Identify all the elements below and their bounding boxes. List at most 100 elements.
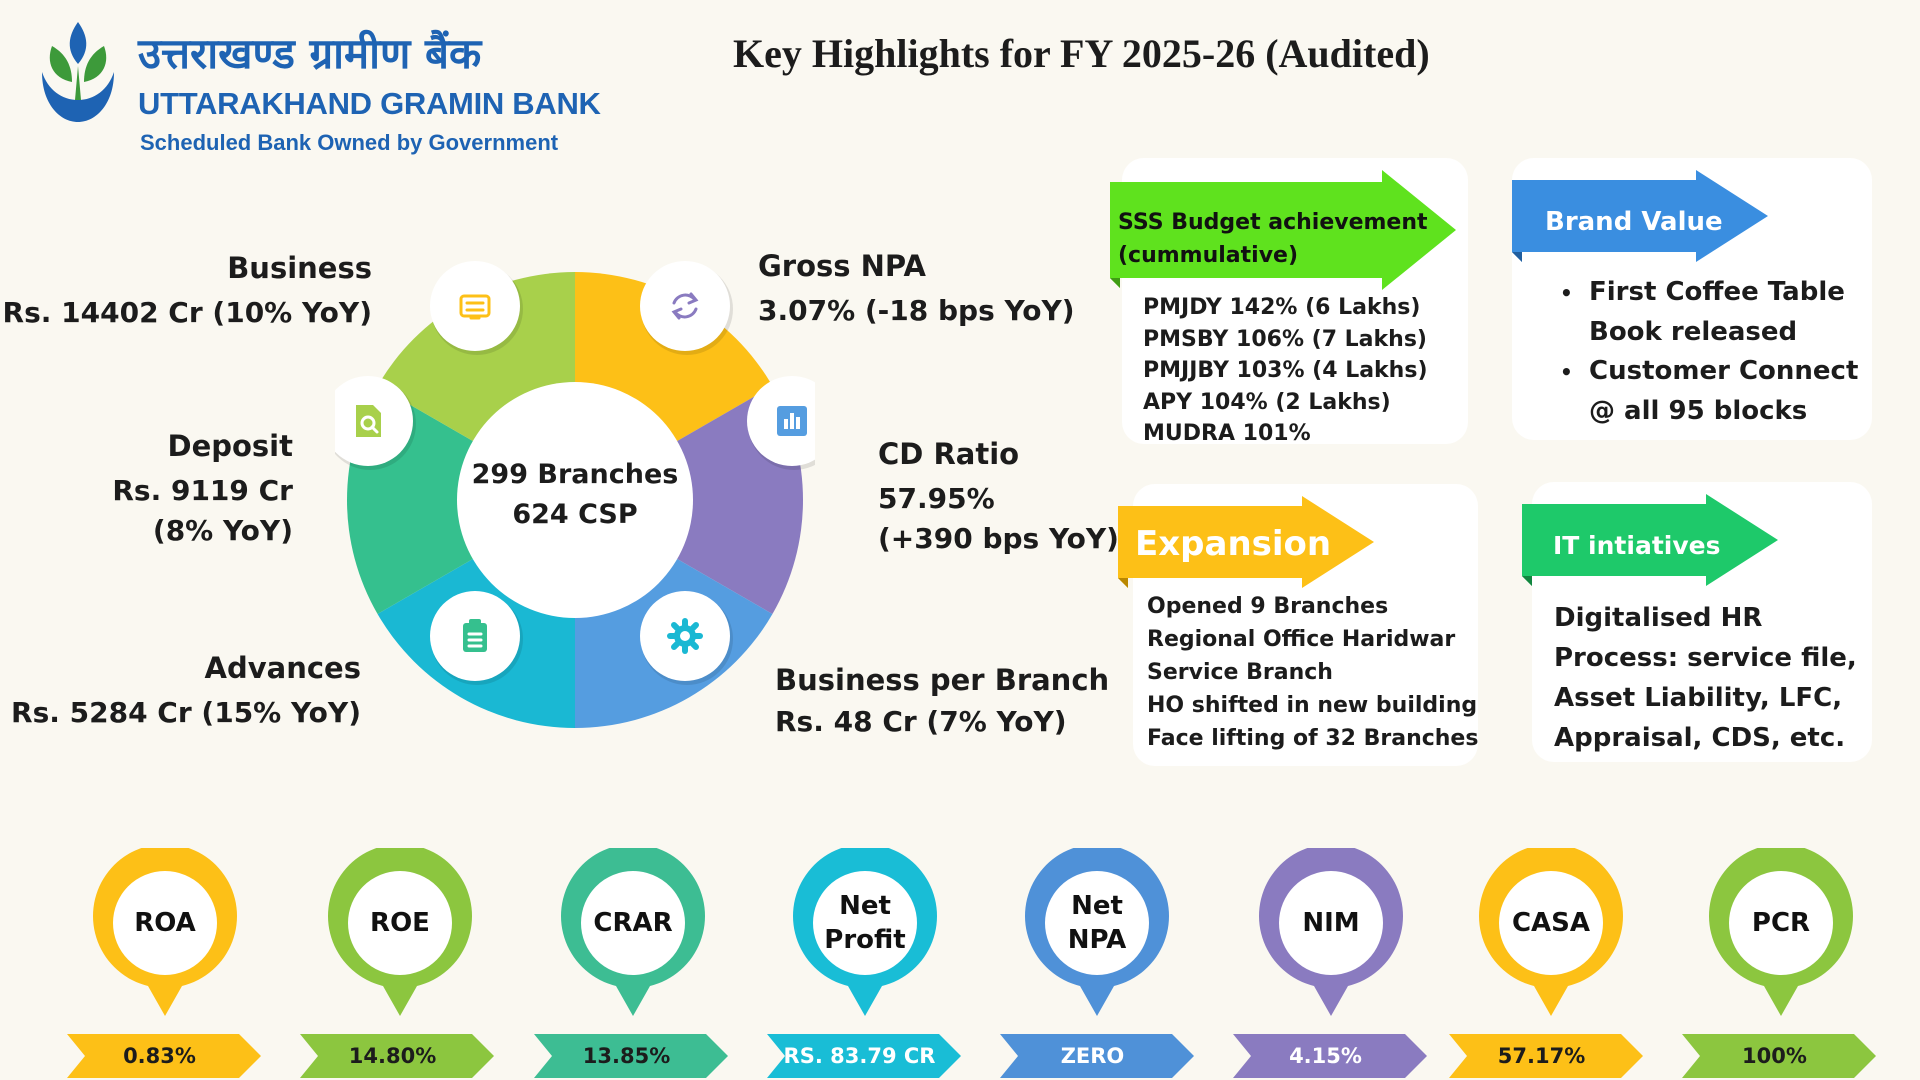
sss-banner-line1: SSS Budget achievement — [1118, 210, 1428, 235]
gross-npa-value: 3.07% (-18 bps YoY) — [758, 294, 1075, 327]
bank-name-hindi: उत्तराखण्ड ग्रामीण बैंक — [138, 29, 482, 78]
expansion-item: Face lifting of 32 Branches — [1147, 726, 1479, 751]
kpi-ribbon-net-npa: ZERO — [1000, 1034, 1196, 1078]
brand-bullet: • First Coffee Table — [1560, 277, 1845, 307]
business-per-branch-label: Business per Branch Rs. 48 Cr (7% YoY) — [775, 660, 1109, 742]
highlights-donut — [335, 261, 815, 728]
document-list-icon — [430, 261, 523, 355]
sss-banner-line2: (cummulative) — [1118, 243, 1299, 268]
expansion-item: Opened 9 Branches — [1147, 594, 1389, 619]
file-search-icon — [335, 376, 416, 470]
kpi-pin-roe: ROE — [325, 848, 475, 1018]
expansion-items: Opened 9 Branches Regional Office Haridw… — [1147, 590, 1478, 755]
kpi-value: 4.15% — [1289, 1044, 1362, 1068]
gross-npa-label: Gross NPA 3.07% (-18 bps YoY) — [758, 246, 1075, 331]
cd-ratio-change: (+390 bps YoY) — [878, 522, 1119, 555]
business-per-branch-value: Rs. 48 Cr (7% YoY) — [775, 705, 1067, 738]
kpi-value: 100% — [1742, 1044, 1807, 1068]
kpi-pin-roa: ROA — [90, 848, 240, 1018]
deposit-change: (8% YoY) — [152, 514, 293, 547]
it-banner: IT intiatives — [1553, 531, 1721, 560]
kpi-ribbon-nim: 4.15% — [1233, 1034, 1429, 1078]
donut-icons — [335, 261, 815, 685]
expansion-item: HO shifted in new building — [1147, 693, 1478, 718]
business-label: Business Rs. 14402 Cr (10% YoY) — [3, 248, 372, 333]
expansion-item: Service Branch — [1147, 660, 1333, 685]
it-banner-arrow — [1522, 494, 1778, 586]
clipboard-icon — [430, 591, 523, 685]
advances-value: Rs. 5284 Cr (15% YoY) — [11, 696, 361, 729]
kpi-value: RS. 83.79 CR — [783, 1044, 936, 1068]
sss-item: PMJDY 142% (6 Lakhs) — [1143, 295, 1421, 320]
sss-banner: SSS Budget achievement (cummulative) — [1118, 206, 1428, 272]
deposit-value: Rs. 9119 Cr — [112, 474, 293, 507]
deposit-label: Deposit Rs. 9119 Cr (8% YoY) — [112, 426, 293, 551]
business-title: Business — [227, 251, 372, 285]
deposit-title: Deposit — [167, 429, 294, 463]
bar-chart-icon — [747, 376, 815, 470]
kpi-ribbon-pcr: 100% — [1682, 1034, 1878, 1078]
kpi-value: 13.85% — [582, 1044, 671, 1068]
it-items: Digitalised HR Process: service file, As… — [1554, 598, 1857, 758]
brand-bullet-text: Customer Connect — [1589, 356, 1859, 386]
brand-bullet-cont: @ all 95 blocks — [1589, 396, 1808, 426]
kpi-label: CASA — [1511, 908, 1591, 938]
page-title: Key Highlights for FY 2025-26 (Audited) — [733, 31, 1430, 76]
kpi-value: 57.17% — [1497, 1044, 1586, 1068]
donut-center — [457, 382, 693, 618]
sss-banner-arrow — [1110, 170, 1456, 290]
donut-center-text: 299 Branches 624 CSP — [455, 455, 695, 535]
gear-icon — [640, 591, 733, 685]
kpi-label: Net NPA — [1067, 891, 1127, 955]
advances-label: Advances Rs. 5284 Cr (15% YoY) — [11, 648, 361, 733]
kpi-pin-net-profit: Net Profit — [790, 848, 940, 1018]
kpi-ribbon-roe: 14.80% — [300, 1034, 496, 1078]
sss-item: PMJJBY 103% (4 Lakhs) — [1143, 358, 1428, 383]
kpi-ribbon-net-profit: RS. 83.79 CR — [767, 1034, 963, 1078]
expansion-item: Regional Office Haridwar — [1147, 627, 1456, 652]
sss-item: APY 104% (2 Lakhs) — [1143, 389, 1391, 415]
brand-banner: Brand Value — [1545, 207, 1723, 237]
cd-ratio-title: CD Ratio — [878, 437, 1020, 471]
kpi-label: NIM — [1302, 908, 1360, 938]
kpi-ribbon-casa: 57.17% — [1449, 1034, 1645, 1078]
kpi-ribbon-roa: 0.83% — [67, 1034, 263, 1078]
kpi-ribbon-crar: 13.85% — [534, 1034, 730, 1078]
branches-count: 299 Branches — [471, 459, 679, 490]
brand-bullet: • Customer Connect — [1560, 356, 1859, 386]
business-value: Rs. 14402 Cr (10% YoY) — [2, 296, 372, 329]
kpi-value: 14.80% — [348, 1044, 437, 1068]
gross-npa-title: Gross NPA — [758, 249, 926, 283]
brand-bullet-text: First Coffee Table — [1589, 277, 1845, 307]
sss-item: PMSBY 106% (7 Lakhs) — [1143, 326, 1427, 352]
bank-logo — [42, 22, 114, 122]
kpi-label: CRAR — [593, 908, 673, 938]
it-line: Appraisal, CDS, etc. — [1554, 723, 1846, 753]
business-per-branch-title: Business per Branch — [775, 663, 1110, 697]
sss-items: PMJDY 142% (6 Lakhs) PMSBY 106% (7 Lakhs… — [1143, 292, 1428, 450]
brand-bullet-cont: Book released — [1589, 317, 1798, 347]
kpi-label: ROE — [370, 908, 430, 938]
expansion-banner-arrow — [1118, 496, 1374, 588]
it-line: Digitalised HR — [1554, 603, 1763, 633]
cd-ratio-label: CD Ratio 57.95% (+390 bps YoY) — [878, 434, 1119, 559]
cd-ratio-value: 57.95% — [878, 482, 995, 515]
kpi-pin-pcr: PCR — [1706, 848, 1856, 1018]
kpi-pin-net-npa: Net NPA — [1022, 848, 1172, 1018]
bank-tagline: Scheduled Bank Owned by Government — [140, 130, 559, 155]
it-line: Process: service file, — [1554, 643, 1857, 673]
kpi-label: Net Profit — [824, 891, 906, 955]
sss-item: MUDRA 101% — [1143, 421, 1311, 446]
kpi-pin-nim: NIM — [1256, 848, 1406, 1018]
brand-banner-arrow — [1512, 170, 1768, 262]
kpi-label: ROA — [134, 908, 196, 938]
kpi-label: PCR — [1751, 908, 1811, 938]
kpi-value: ZERO — [1060, 1044, 1125, 1068]
advances-title: Advances — [204, 651, 361, 685]
kpi-pin-casa: CASA — [1476, 848, 1626, 1018]
refresh-arrows-icon — [640, 261, 733, 355]
it-line: Asset Liability, LFC, — [1554, 683, 1843, 713]
kpi-value: 0.83% — [123, 1044, 196, 1068]
csp-count: 624 CSP — [512, 499, 638, 530]
expansion-banner: Expansion — [1135, 524, 1332, 564]
